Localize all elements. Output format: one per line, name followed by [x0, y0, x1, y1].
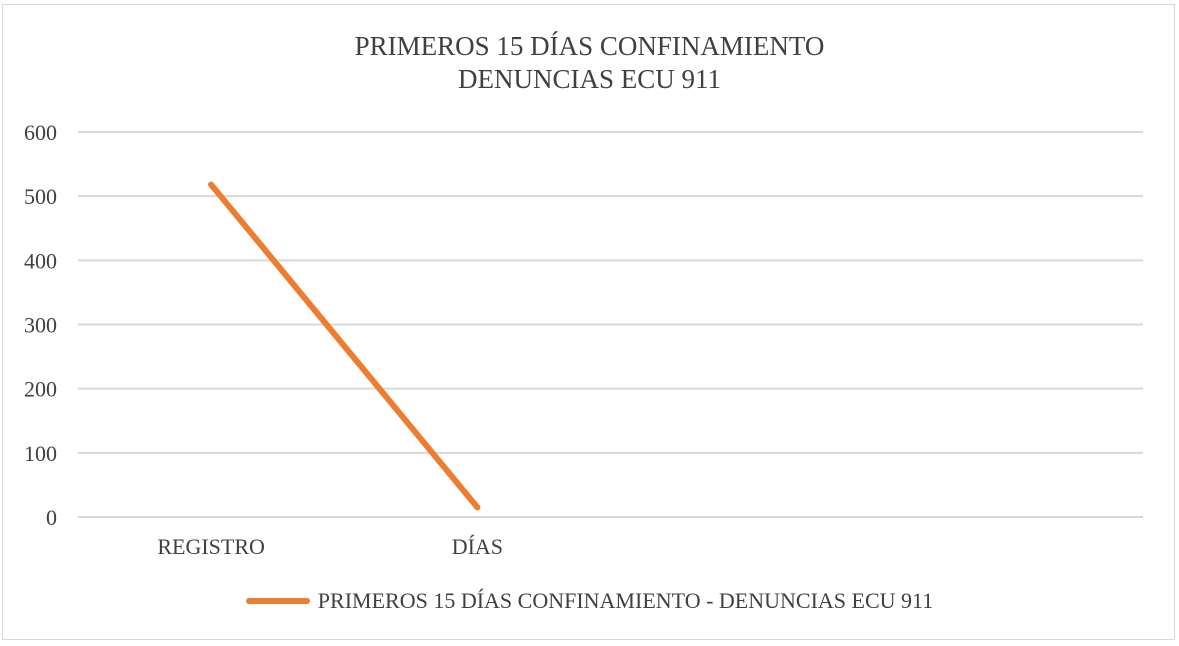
series-layer	[208, 181, 481, 511]
legend-label: PRIMEROS 15 DÍAS CONFINAMIENTO - DENUNCI…	[317, 588, 934, 613]
x-tick-label: REGISTRO	[157, 534, 265, 559]
y-tick-label: 200	[24, 377, 57, 402]
gridlines	[78, 131, 1143, 518]
y-tick-label: 500	[24, 184, 57, 209]
series-line	[208, 181, 481, 511]
legend: PRIMEROS 15 DÍAS CONFINAMIENTO - DENUNCI…	[0, 588, 1179, 614]
y-tick-label: 400	[24, 248, 57, 273]
chart-frame	[2, 4, 1175, 640]
y-axis-ticks: 0 100 200 300 400 500 600	[24, 120, 57, 530]
data-point	[208, 181, 215, 188]
legend-swatch	[245, 597, 310, 604]
data-point	[474, 504, 481, 511]
y-tick-label: 600	[24, 120, 57, 145]
y-tick-label: 0	[46, 505, 57, 530]
chart-subtitle: DENUNCIAS ECU 911	[458, 64, 721, 94]
chart-title: PRIMEROS 15 DÍAS CONFINAMIENTO	[354, 31, 825, 61]
x-tick-label: DÍAS	[452, 534, 503, 559]
chart-title-block: PRIMEROS 15 DÍAS CONFINAMIENTO DENUNCIAS…	[0, 30, 1179, 96]
y-tick-label: 300	[24, 313, 57, 338]
y-tick-label: 100	[24, 441, 57, 466]
x-axis-ticks: REGISTRO DÍAS	[157, 534, 503, 559]
